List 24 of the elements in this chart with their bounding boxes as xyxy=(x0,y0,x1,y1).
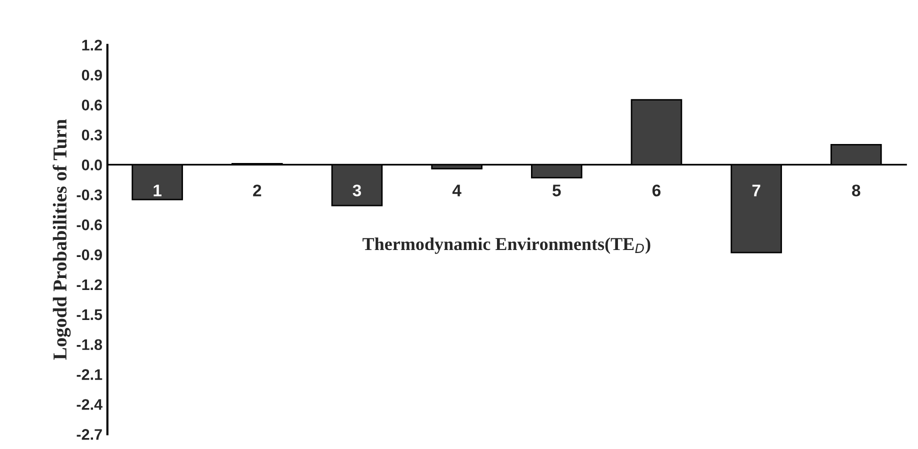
y-tick-label: -0.9 xyxy=(76,249,102,260)
x-tick-label: 8 xyxy=(852,184,860,196)
x-tick-label: 7 xyxy=(752,184,760,196)
x-tick-label: 3 xyxy=(352,184,362,196)
y-tick-label: -2.4 xyxy=(76,399,102,410)
y-axis-title: Logodd Probabilities of Turn xyxy=(52,119,71,360)
y-tick-label: 0.9 xyxy=(82,70,102,81)
y-tick-label: -0.6 xyxy=(76,219,102,230)
y-tick-label: -1.5 xyxy=(76,309,102,320)
x-tick-label: 4 xyxy=(452,184,462,196)
y-tick-label: -0.3 xyxy=(76,189,102,200)
y-tick-label: 0.3 xyxy=(82,130,102,140)
y-tick-label: -1.8 xyxy=(76,339,102,350)
y-tick-label: -2.1 xyxy=(76,369,102,380)
y-tick-label: -1.2 xyxy=(76,279,102,290)
y-tick-label: -2.7 xyxy=(76,429,102,440)
x-tick-label: 5 xyxy=(552,184,561,196)
x-tick-label: 2 xyxy=(253,184,262,196)
y-tick-label: 1.2 xyxy=(82,40,102,50)
y-tick-label: 0.0 xyxy=(82,160,102,170)
x-axis-title: Thermodynamic Environments(TE$_{D}$) xyxy=(362,237,650,254)
y-tick-label: 0.6 xyxy=(82,100,102,110)
x-tick-label: 6 xyxy=(652,184,661,196)
x-tick-label: 1 xyxy=(154,184,162,196)
